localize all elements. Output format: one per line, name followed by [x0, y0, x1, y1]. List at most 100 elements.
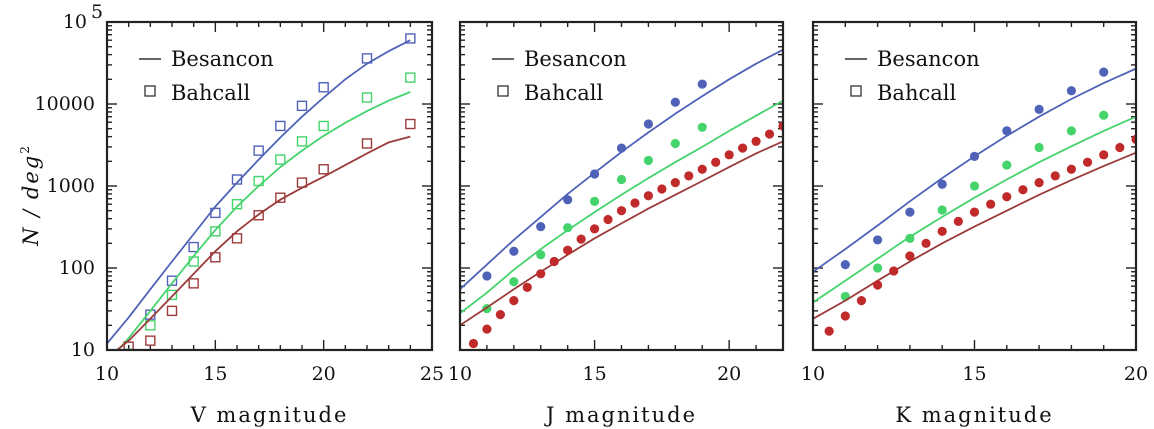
data-point — [697, 164, 707, 174]
data-point — [969, 151, 980, 161]
data-point — [495, 310, 505, 320]
x-axis-title: J magnitude — [544, 403, 697, 427]
data-point — [482, 271, 492, 281]
data-point — [361, 92, 373, 103]
data-point — [824, 326, 834, 336]
data-point — [630, 198, 640, 208]
data-point — [589, 196, 600, 206]
data-point — [1034, 178, 1044, 188]
data-point — [275, 120, 286, 132]
data-point — [937, 179, 947, 189]
data-point — [670, 97, 680, 107]
data-point — [509, 277, 519, 287]
data-point — [643, 155, 654, 166]
data-point — [873, 235, 883, 245]
data-point — [697, 79, 707, 89]
model-curve — [460, 99, 783, 315]
data-point — [711, 157, 721, 167]
data-point — [616, 206, 627, 216]
data-point — [1034, 142, 1044, 153]
data-point — [275, 192, 286, 203]
legend-label-besancon: Besancon — [524, 47, 627, 71]
data-point — [684, 171, 694, 181]
data-point — [509, 296, 519, 306]
data-point — [1066, 86, 1076, 96]
model-curve — [107, 39, 411, 345]
data-point — [1066, 164, 1076, 174]
data-point — [275, 154, 286, 165]
data-point — [361, 138, 373, 149]
data-point — [468, 338, 479, 349]
model-curve — [460, 140, 783, 327]
data-point — [1099, 150, 1109, 160]
y-tick-label: 10000 — [35, 93, 95, 115]
data-point — [1099, 67, 1109, 77]
data-point — [657, 184, 667, 194]
data-point — [873, 280, 883, 290]
data-point — [296, 136, 308, 147]
x-tick-label: 15 — [962, 363, 986, 385]
x-tick-label: 10 — [95, 363, 119, 385]
data-point — [210, 207, 221, 219]
data-point — [563, 195, 573, 205]
data-point — [670, 178, 680, 188]
y-tick-label-top-exponent: 5 — [91, 1, 103, 23]
x-axis-title: V magnitude — [190, 403, 349, 427]
data-point — [905, 233, 915, 243]
model-curve — [813, 67, 1136, 273]
data-point — [1099, 110, 1109, 120]
data-point — [563, 245, 573, 255]
x-axis-title: K magnitude — [895, 403, 1053, 427]
x-tick-label: 10 — [448, 363, 472, 385]
data-point — [563, 223, 573, 233]
model-curve — [813, 151, 1136, 320]
data-point — [1050, 171, 1060, 181]
data-point — [509, 246, 519, 256]
data-point — [166, 275, 178, 286]
data-point — [145, 335, 156, 346]
plot-frame — [458, 20, 785, 352]
data-point — [1002, 160, 1012, 170]
x-tick-label: 15 — [203, 363, 227, 385]
data-point — [549, 256, 559, 267]
data-point — [921, 238, 931, 248]
data-point — [589, 224, 600, 234]
data-point — [536, 221, 546, 232]
data-point — [1034, 104, 1044, 114]
data-point — [603, 214, 613, 225]
data-point — [1131, 134, 1136, 145]
data-point — [123, 341, 134, 350]
data-point — [405, 72, 416, 83]
y-axis-title-exponent: 2 — [18, 144, 32, 154]
data-point — [1002, 192, 1012, 202]
data-point — [318, 120, 329, 132]
data-point — [643, 191, 654, 201]
data-point — [166, 305, 178, 317]
legend-square-swatch — [144, 85, 156, 97]
data-point — [576, 234, 586, 244]
data-point — [1066, 126, 1076, 136]
chart-panel-3: 10 15 20 K magnitude Besancon Bahcall — [801, 20, 1148, 427]
data-point — [253, 210, 264, 221]
x-tick-label: 20 — [717, 363, 741, 385]
data-point — [937, 205, 947, 215]
data-point — [1002, 126, 1012, 136]
x-tick-label: 20 — [1124, 363, 1148, 385]
chart-panel-2: 10 15 20 J magnitude Besancon Bahcall — [448, 20, 785, 427]
data-point — [296, 177, 308, 188]
model-curve — [115, 135, 411, 350]
data-point — [873, 263, 883, 273]
chart-panel-1: 10 15 20 25 V magnitude Besancon Bahcall — [95, 20, 444, 427]
data-point — [697, 122, 707, 132]
data-point — [616, 174, 627, 185]
x-tick-label: 20 — [312, 363, 336, 385]
y-tick-label: 10 — [71, 339, 95, 361]
data-point — [1115, 142, 1125, 153]
plot-frame — [811, 20, 1138, 352]
data-point — [405, 118, 416, 130]
data-point — [1018, 185, 1028, 195]
data-point — [937, 226, 947, 236]
data-point — [522, 282, 532, 292]
